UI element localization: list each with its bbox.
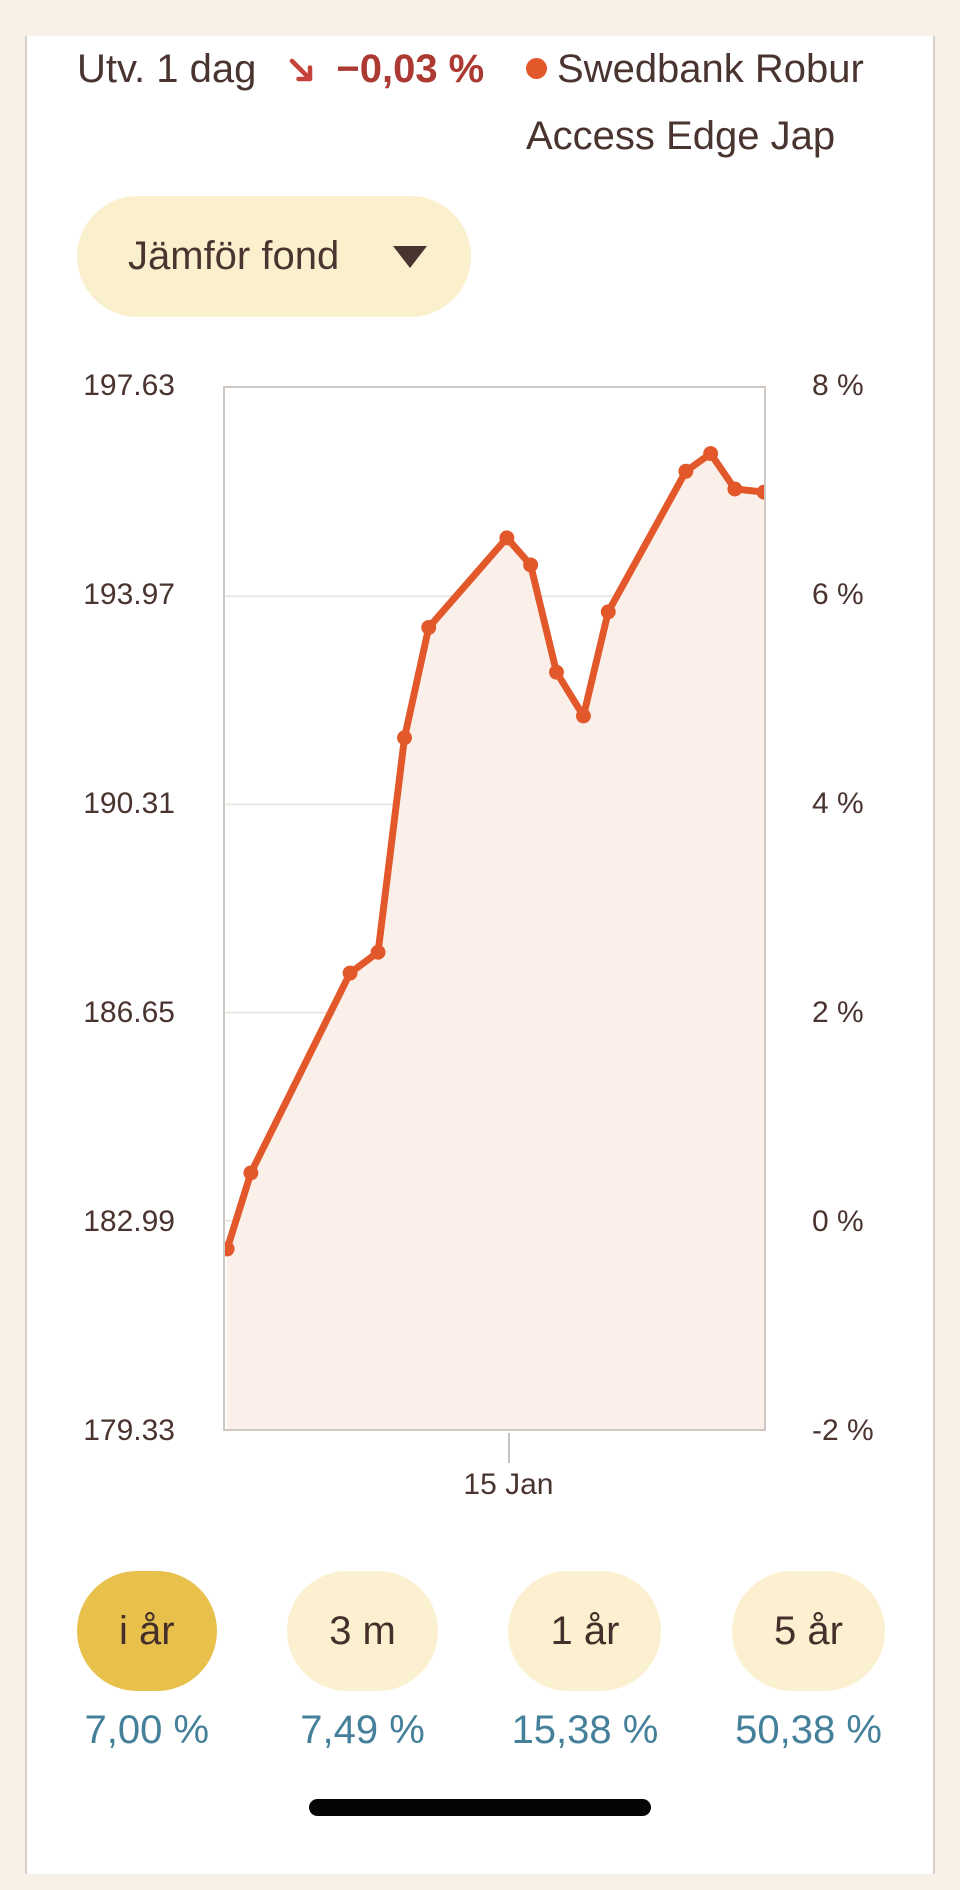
y-axis-percent-label: 4 % — [812, 787, 864, 820]
y-axis-price-label: 190.31 — [83, 787, 175, 820]
performance-line-chart — [225, 446, 764, 1429]
caret-down-icon — [393, 245, 428, 268]
y-axis-percent-label: 0 % — [812, 1205, 864, 1238]
compare-fund-label: Jämför fond — [128, 234, 340, 278]
y-axis-price-label: 186.65 — [83, 996, 175, 1029]
period-button-5y[interactable]: 5 år — [732, 1571, 885, 1691]
compare-fund-button[interactable]: Jämför fond — [77, 196, 472, 317]
one-day-performance: Utv. 1 dag −0,03 % — [77, 36, 484, 103]
y-axis-percent-label: -2 % — [812, 1414, 874, 1447]
chart-plot-area[interactable] — [223, 386, 766, 1431]
series-legend: Swedbank Robur Access Edge Jap — [526, 36, 933, 170]
home-indicator[interactable] — [309, 1799, 651, 1816]
performance-change-value: −0,03 % — [336, 47, 485, 91]
period-button-3m[interactable]: 3 m — [287, 1571, 438, 1691]
y-axis-percent-label: 8 % — [812, 369, 864, 402]
fund-chart: 197.63 193.97 190.31 186.65 182.99 179.3… — [75, 371, 933, 1521]
period-column: 5 år 50,38 % — [732, 1571, 885, 1755]
y-axis-price-label: 182.99 — [83, 1205, 175, 1238]
period-column: 1 år 15,38 % — [508, 1571, 662, 1755]
period-button-ytd[interactable]: i år — [77, 1571, 217, 1691]
period-column: i år 7,00 % — [77, 1571, 217, 1755]
period-return-value: 15,38 % — [511, 1708, 659, 1752]
performance-header: Utv. 1 dag −0,03 % Swedbank Robur Access… — [27, 36, 933, 170]
y-axis-price-label: 193.97 — [83, 578, 175, 611]
performance-period-label: Utv. 1 dag — [77, 47, 257, 91]
y-axis-percent-label: 6 % — [812, 578, 864, 611]
y-axis-percent-label: 2 % — [812, 996, 864, 1029]
y-axis-price-label: 197.63 — [83, 369, 175, 402]
series-dot-icon — [526, 57, 547, 79]
fund-detail-screen: { "header": { "label": "Utv. 1 dag", "ch… — [0, 36, 960, 1890]
fund-chart-card: Utv. 1 dag −0,03 % Swedbank Robur Access… — [25, 36, 935, 1874]
period-column: 3 m 7,49 % — [287, 1571, 438, 1755]
period-return-value: 7,49 % — [300, 1708, 425, 1752]
x-axis-tick — [508, 1433, 511, 1463]
period-return-value: 7,00 % — [84, 1708, 210, 1752]
period-button-1y[interactable]: 1 år — [508, 1571, 662, 1691]
series-name: Swedbank Robur Access Edge Jap — [526, 47, 864, 158]
trend-down-right-icon — [286, 53, 320, 87]
period-selector: i år 7,00 % 3 m 7,49 % 1 år 15,38 % 5 år… — [77, 1571, 885, 1755]
x-axis-date-label: 15 Jan — [463, 1468, 554, 1501]
period-return-value: 50,38 % — [735, 1708, 882, 1752]
y-axis-price-label: 179.33 — [83, 1414, 175, 1447]
